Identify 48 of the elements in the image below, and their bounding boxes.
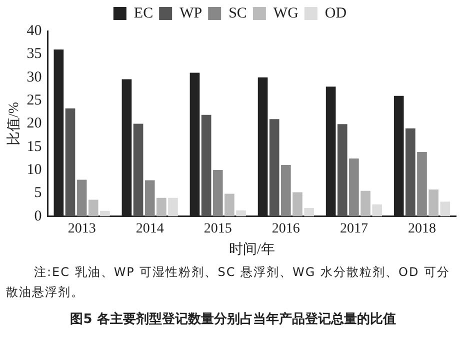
bar [224, 194, 234, 216]
text: 图5 各主要剂型登记数量分别占当年产品登记总量的比值 [69, 310, 397, 328]
x-tick-label: 2013 [68, 221, 96, 236]
bar [156, 198, 166, 216]
bar [372, 204, 382, 216]
bar [100, 210, 110, 216]
bar [133, 124, 144, 216]
y-tick-label: 10 [26, 162, 42, 178]
y-axis-title: 比值/% [6, 102, 22, 146]
bar [417, 152, 427, 216]
x-tick-label: 2018 [408, 221, 436, 236]
bar [406, 128, 416, 216]
y-tick-label: 15 [26, 138, 42, 155]
y-tick-label: 35 [26, 46, 42, 62]
bar [269, 119, 280, 216]
bar [281, 164, 291, 216]
x-tick-label: 2015 [204, 221, 232, 236]
legend-label: SC [228, 5, 247, 22]
y-tick-label: 30 [26, 69, 42, 86]
bar [440, 202, 450, 216]
text: 注:EC 乳油、WP 可湿性粉剂、SC 悬浮剂、WG 水分散粒剂、OD 可分散油悬浮剂。 [6, 264, 452, 301]
bar [76, 180, 87, 216]
legend-label: EC [134, 5, 154, 22]
bar [236, 210, 246, 216]
y-tick-label: 25 [26, 92, 42, 108]
legend-label: WG [273, 5, 299, 22]
x-axis-title: 时间/年 [228, 241, 275, 258]
bar [88, 200, 98, 216]
bar [337, 124, 348, 216]
bar [349, 158, 359, 216]
bar [144, 180, 155, 216]
bar [212, 170, 223, 216]
legend-label: WP [180, 5, 202, 22]
y-tick-label: 20 [26, 116, 42, 132]
bar [428, 190, 438, 216]
bar [304, 208, 314, 216]
bar [360, 190, 370, 216]
bar [201, 114, 212, 216]
x-tick-label: 2017 [340, 221, 368, 236]
bar [65, 108, 76, 216]
x-tick-label: 2016 [272, 221, 300, 236]
y-tick-label: 0 [34, 208, 42, 224]
x-tick-label: 2014 [136, 221, 164, 236]
bar [168, 198, 178, 216]
y-tick-label: 5 [34, 185, 42, 202]
legend-label: OD [324, 5, 347, 22]
y-tick-label: 40 [26, 22, 42, 39]
bar [292, 192, 302, 216]
